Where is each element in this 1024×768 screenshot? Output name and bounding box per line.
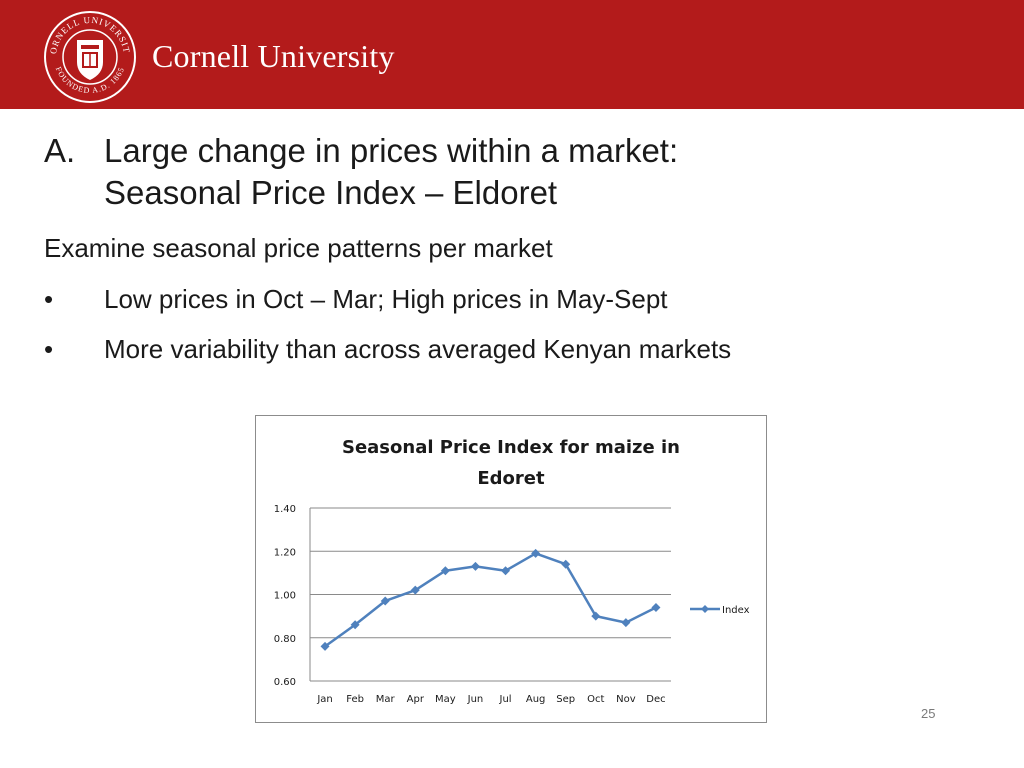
page-number: 25 [921, 706, 936, 721]
series-line-index [324, 552, 657, 648]
y-tick-label: 0.80 [274, 634, 296, 645]
chart-title-line: Seasonal Price Index for maize in [342, 437, 680, 458]
data-point [621, 618, 631, 628]
data-point [561, 559, 571, 569]
data-point [591, 611, 601, 621]
data-point [350, 620, 360, 630]
legend-label: Index [722, 605, 750, 616]
heading-line-1: Large change in prices within a market: [104, 132, 679, 169]
x-tick-label: May [435, 694, 456, 705]
x-tick-label: Mar [376, 694, 396, 705]
legend-marker [701, 605, 709, 613]
header-bar: CORNELL UNIVERSITY FOUNDED A.D. 1865 Cor… [0, 0, 1024, 109]
data-point [320, 641, 330, 651]
data-point [651, 602, 661, 612]
x-tick-label: Apr [407, 694, 425, 705]
data-point [380, 596, 390, 606]
y-tick-label: 1.00 [274, 591, 296, 602]
line-chart: Seasonal Price Index for maize in Edoret 0… [274, 437, 750, 705]
x-tick-label: Jul [499, 694, 512, 705]
data-point [501, 566, 511, 576]
heading-marker: A. [44, 132, 76, 169]
chart-title-line: Edoret [477, 468, 545, 489]
bullet-dot: • [44, 284, 54, 314]
x-tick-label: Nov [616, 694, 636, 705]
bullet-dot: • [44, 334, 54, 364]
chart-frame: Seasonal Price Index for maize in Edoret 0… [255, 415, 767, 723]
data-point [470, 561, 480, 571]
cornell-seal-logo: CORNELL UNIVERSITY FOUNDED A.D. 1865 [43, 10, 136, 103]
heading-line-2: Seasonal Price Index – Eldoret [104, 174, 558, 211]
x-tick-label: Dec [646, 694, 665, 705]
brand-wordmark: Cornell University [152, 38, 395, 74]
x-tick-label: Jan [316, 694, 332, 705]
x-tick-label: Aug [526, 694, 546, 705]
bullet-text: More variability than across averaged Ke… [104, 334, 732, 364]
y-tick-label: 1.20 [274, 547, 296, 558]
bullet-text: Low prices in Oct – Mar; High prices in … [104, 284, 668, 314]
x-tick-label: Jun [467, 694, 484, 705]
data-point [531, 548, 541, 558]
x-tick-label: Feb [346, 694, 364, 705]
data-point [440, 566, 450, 576]
data-point [410, 585, 420, 595]
x-tick-label: Oct [587, 694, 604, 705]
intro-text: Examine seasonal price patterns per mark… [44, 233, 553, 263]
x-tick-label: Sep [556, 694, 575, 705]
y-tick-label: 0.60 [274, 677, 296, 688]
y-tick-label: 1.40 [274, 504, 296, 515]
